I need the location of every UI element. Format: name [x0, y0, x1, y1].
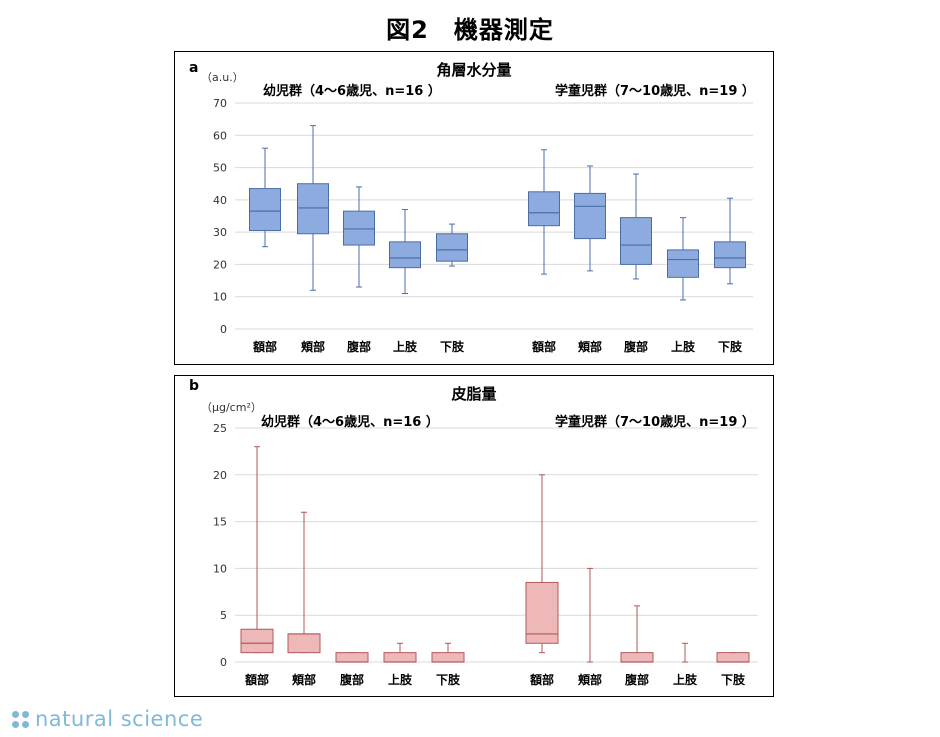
iqr-box: [389, 241, 421, 269]
box-額部: [240, 446, 274, 654]
box-頬部: [587, 567, 593, 663]
y-tick-label: 40: [213, 194, 227, 207]
category-label: 下肢: [718, 339, 743, 354]
category-label: 上肢: [671, 339, 696, 354]
group-label: 学童児群（7～10歳児、n=19 ）: [555, 414, 755, 430]
box-下肢: [714, 197, 746, 285]
box-頬部: [297, 125, 329, 291]
box-下肢: [716, 652, 750, 663]
y-tick-label: 5: [220, 609, 227, 622]
y-tick-label: 20: [213, 469, 227, 482]
iqr-box: [287, 633, 321, 654]
box-頬部: [574, 165, 606, 272]
category-label: 下肢: [440, 339, 465, 354]
category-label: 額部: [531, 339, 556, 354]
y-tick-label: 15: [213, 516, 227, 529]
y-tick-label: 0: [220, 656, 227, 669]
brand-name: natural science: [35, 707, 204, 731]
iqr-box: [335, 652, 369, 663]
box-下肢: [436, 223, 468, 267]
panel-a-skin-hydration-chart: a 角層水分量 （a.u.） 幼児群（4～6歳児、n=16 ） 学童児群（7～10歳児、…: [174, 51, 774, 365]
category-label: 下肢: [436, 672, 461, 687]
group-label: 学童児群（7～10歳児、n=19 ）: [555, 83, 755, 99]
category-label: 頬部: [301, 339, 325, 354]
iqr-box: [667, 249, 699, 278]
category-label: 上肢: [673, 672, 698, 687]
box-上肢: [383, 642, 417, 663]
hydration-boxplot-svg: a 角層水分量 （a.u.） 幼児群（4～6歳児、n=16 ） 学童児群（7～10歳児、…: [189, 60, 755, 354]
panel-letter: a: [189, 60, 198, 76]
category-label: 上肢: [393, 339, 418, 354]
box-上肢: [389, 209, 421, 294]
chart-title: 皮脂量: [451, 385, 496, 403]
category-label: 腹部: [624, 339, 648, 354]
chart-title: 角層水分量: [436, 61, 511, 79]
group-label: 幼児群（4～6歳児、n=16 ）: [263, 83, 441, 99]
y-axis-unit-label: （a.u.）: [201, 71, 244, 84]
y-tick-label: 10: [213, 562, 227, 575]
y-tick-label: 60: [213, 129, 227, 142]
logo-dots-icon: [12, 710, 29, 728]
category-label: 頬部: [578, 672, 602, 687]
y-tick-label: 25: [213, 422, 227, 435]
group-label: 幼児群（4～6歳児、n=16 ）: [261, 414, 439, 430]
y-tick-label: 20: [213, 258, 227, 271]
box-頬部: [287, 511, 321, 654]
category-label: 額部: [244, 672, 269, 687]
brand-logo: natural science: [12, 705, 203, 733]
category-label: 腹部: [347, 339, 371, 354]
category-label: 上肢: [388, 672, 413, 687]
iqr-box: [716, 652, 750, 663]
iqr-box: [574, 192, 606, 240]
iqr-box: [431, 652, 465, 663]
category-label: 額部: [252, 339, 277, 354]
box-腹部: [620, 605, 654, 663]
iqr-box: [528, 191, 560, 227]
iqr-box: [525, 581, 559, 644]
y-tick-label: 10: [213, 291, 227, 304]
y-tick-label: 30: [213, 226, 227, 239]
sebum-boxplot-svg: b 皮脂量 （μg/cm²）幼児群（4～6歳児、n=16 ） 学童児群（7～10歳児、…: [189, 378, 758, 687]
category-label: 下肢: [721, 672, 746, 687]
category-label: 腹部: [625, 672, 649, 687]
box-額部: [525, 474, 559, 654]
figure-title: 図2 機器測定: [386, 16, 554, 44]
box-額部: [528, 149, 560, 275]
iqr-box: [436, 233, 468, 262]
iqr-box: [714, 241, 746, 269]
iqr-box: [343, 210, 375, 246]
y-tick-label: 50: [213, 162, 227, 175]
category-label: 腹部: [340, 672, 364, 687]
iqr-box: [297, 183, 329, 235]
box-額部: [249, 147, 281, 248]
iqr-box: [383, 652, 417, 663]
iqr-box: [620, 652, 654, 663]
y-tick-label: 0: [220, 323, 227, 336]
iqr-box: [620, 217, 652, 265]
box-腹部: [620, 173, 652, 280]
panel-b-sebum-chart: b 皮脂量 （μg/cm²） 幼児群（4～6歳児、n=16 ） 学童児群（7～10歳児、…: [174, 375, 774, 697]
panel-letter: b: [189, 378, 199, 394]
y-axis-unit-label: （μg/cm²）: [201, 401, 262, 414]
y-tick-label: 70: [213, 97, 227, 110]
category-label: 額部: [529, 672, 554, 687]
box-上肢: [682, 642, 688, 663]
iqr-box: [240, 628, 274, 654]
category-label: 頬部: [578, 339, 602, 354]
category-label: 頬部: [292, 672, 316, 687]
iqr-box: [249, 188, 281, 232]
box-腹部: [335, 652, 369, 663]
box-下肢: [431, 642, 465, 663]
box-上肢: [667, 217, 699, 301]
box-腹部: [343, 186, 375, 288]
